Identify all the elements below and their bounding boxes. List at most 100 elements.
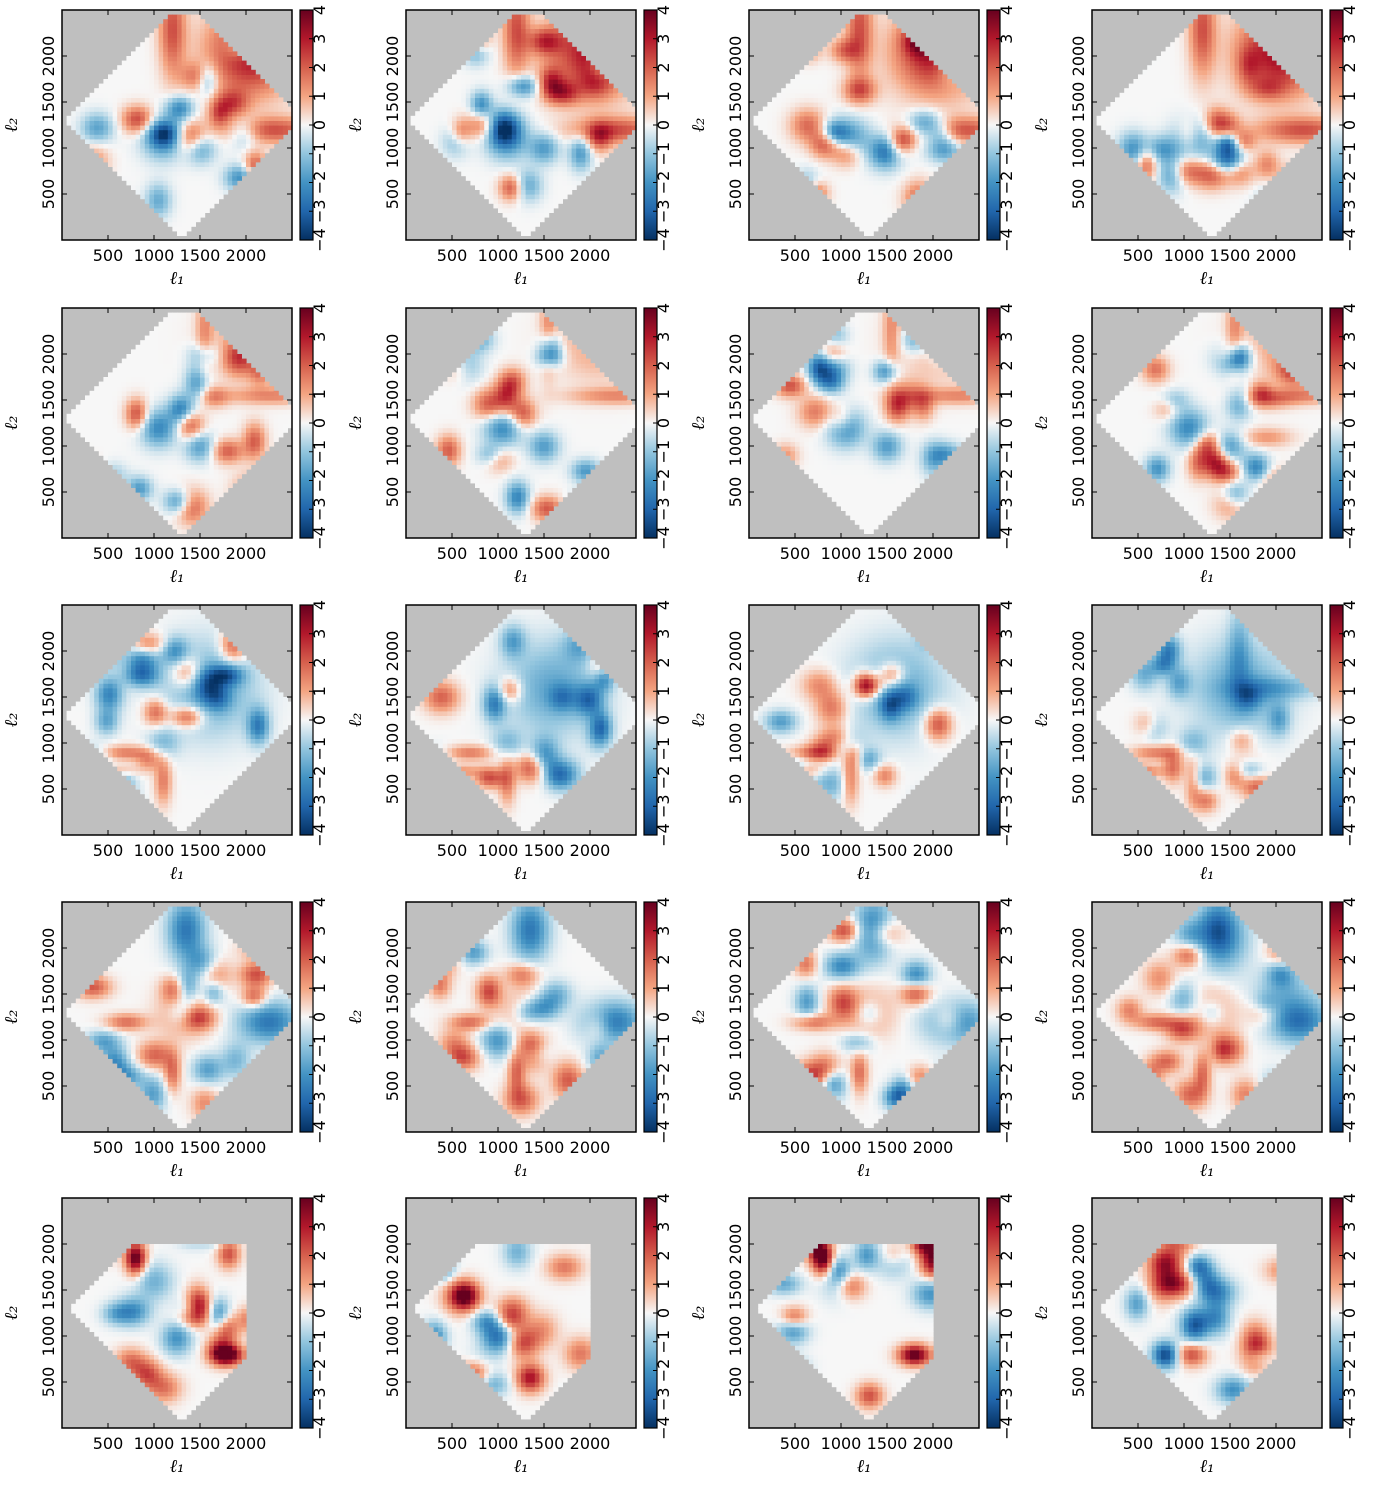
heatmap-cell — [186, 203, 192, 209]
heatmap-cell — [822, 120, 828, 126]
heatmap-cell — [868, 171, 874, 177]
heatmap-cell — [1230, 19, 1236, 25]
heatmap-cell — [910, 138, 916, 144]
heatmap-cell — [956, 134, 962, 140]
heatmap-cell — [186, 23, 192, 29]
heatmap-cell — [218, 175, 224, 181]
heatmap-cell — [845, 120, 851, 126]
heatmap-cell — [928, 74, 934, 80]
heatmap-cell — [1188, 203, 1194, 209]
heatmap-cell — [209, 194, 215, 200]
heatmap-cell — [181, 203, 187, 209]
heatmap-cell — [227, 180, 233, 186]
heatmap-cell — [195, 33, 201, 39]
heatmap-cell — [218, 171, 224, 177]
heatmap-cell — [1124, 115, 1130, 121]
heatmap-cell — [539, 212, 545, 218]
heatmap-cell — [103, 97, 109, 103]
heatmap-cell — [1216, 69, 1222, 75]
heatmap-cell — [525, 111, 531, 117]
heatmap-cell — [776, 125, 782, 131]
heatmap-cell — [813, 161, 819, 167]
heatmap-cell — [868, 65, 874, 71]
heatmap-cell — [521, 111, 527, 117]
heatmap-cell — [530, 138, 536, 144]
heatmap-cell — [613, 102, 619, 108]
heatmap-cell — [553, 115, 559, 121]
heatmap-cell — [864, 83, 870, 89]
heatmap-cell — [877, 115, 883, 121]
heatmap-cell — [1161, 184, 1167, 190]
heatmap-cell — [507, 157, 513, 163]
heatmap-cell — [877, 28, 883, 34]
heatmap-cell — [530, 129, 536, 135]
heatmap-cell — [94, 106, 100, 112]
heatmap-cell — [89, 143, 95, 149]
heatmap-cell — [1225, 184, 1231, 190]
heatmap-cell — [804, 134, 810, 140]
heatmap-cell — [213, 180, 219, 186]
heatmap-cell — [1156, 138, 1162, 144]
heatmap-cell — [511, 115, 517, 121]
heatmap-cell — [140, 134, 146, 140]
heatmap-cell — [1234, 111, 1240, 117]
colorbar-tick-label: 1 — [997, 91, 1016, 101]
heatmap-cell — [1124, 102, 1130, 108]
heatmap-cell — [269, 111, 275, 117]
heatmap-cell — [475, 97, 481, 103]
heatmap-cell — [223, 115, 229, 121]
heatmap-cell — [910, 157, 916, 163]
heatmap-cell — [521, 74, 527, 80]
heatmap-cell — [465, 106, 471, 112]
heatmap-cell — [603, 102, 609, 108]
heatmap-cell — [539, 143, 545, 149]
heatmap-cell — [209, 46, 215, 52]
heatmap-cell — [571, 152, 577, 158]
heatmap-cell — [246, 161, 252, 167]
heatmap-cell — [1216, 161, 1222, 167]
heatmap-cell — [154, 83, 160, 89]
heatmap-cell — [882, 79, 888, 85]
heatmap-cell — [1234, 125, 1240, 131]
heatmap-cell — [250, 143, 256, 149]
heatmap-cell — [914, 115, 920, 121]
heatmap-cell — [452, 125, 458, 131]
heatmap-cell — [905, 184, 911, 190]
heatmap-cell — [213, 171, 219, 177]
heatmap-cell — [227, 120, 233, 126]
heatmap-cell — [530, 14, 536, 20]
heatmap-cell — [580, 152, 586, 158]
heatmap-cell — [419, 125, 425, 131]
heatmap-cell — [475, 83, 481, 89]
heatmap-cell — [255, 138, 261, 144]
heatmap-cell — [181, 69, 187, 75]
heatmap-cell — [900, 166, 906, 172]
heatmap-cell — [845, 198, 851, 204]
heatmap-cell — [1197, 42, 1203, 48]
heatmap-cell — [1174, 46, 1180, 52]
heatmap-cell — [511, 152, 517, 158]
heatmap-cell — [1193, 138, 1199, 144]
heatmap-cell — [1165, 152, 1171, 158]
heatmap-cell — [1230, 161, 1236, 167]
heatmap-cell — [868, 60, 874, 66]
heatmap-cell — [140, 166, 146, 172]
heatmap-cell — [511, 28, 517, 34]
heatmap-cell — [1147, 92, 1153, 98]
heatmap-cell — [1142, 111, 1148, 117]
heatmap-cell — [498, 97, 504, 103]
heatmap-cell — [246, 138, 252, 144]
heatmap-cell — [1234, 115, 1240, 121]
heatmap-cell — [177, 120, 183, 126]
heatmap-cell — [914, 60, 920, 66]
heatmap-cell — [891, 120, 897, 126]
heatmap-cell — [1207, 37, 1213, 43]
heatmap-cell — [859, 106, 865, 112]
heatmap-cell — [1151, 83, 1157, 89]
heatmap-cell — [488, 171, 494, 177]
heatmap-cell — [900, 51, 906, 57]
heatmap-cell — [864, 129, 870, 135]
heatmap-cell — [232, 152, 238, 158]
heatmap-cell — [539, 111, 545, 117]
heatmap-cell — [831, 157, 837, 163]
